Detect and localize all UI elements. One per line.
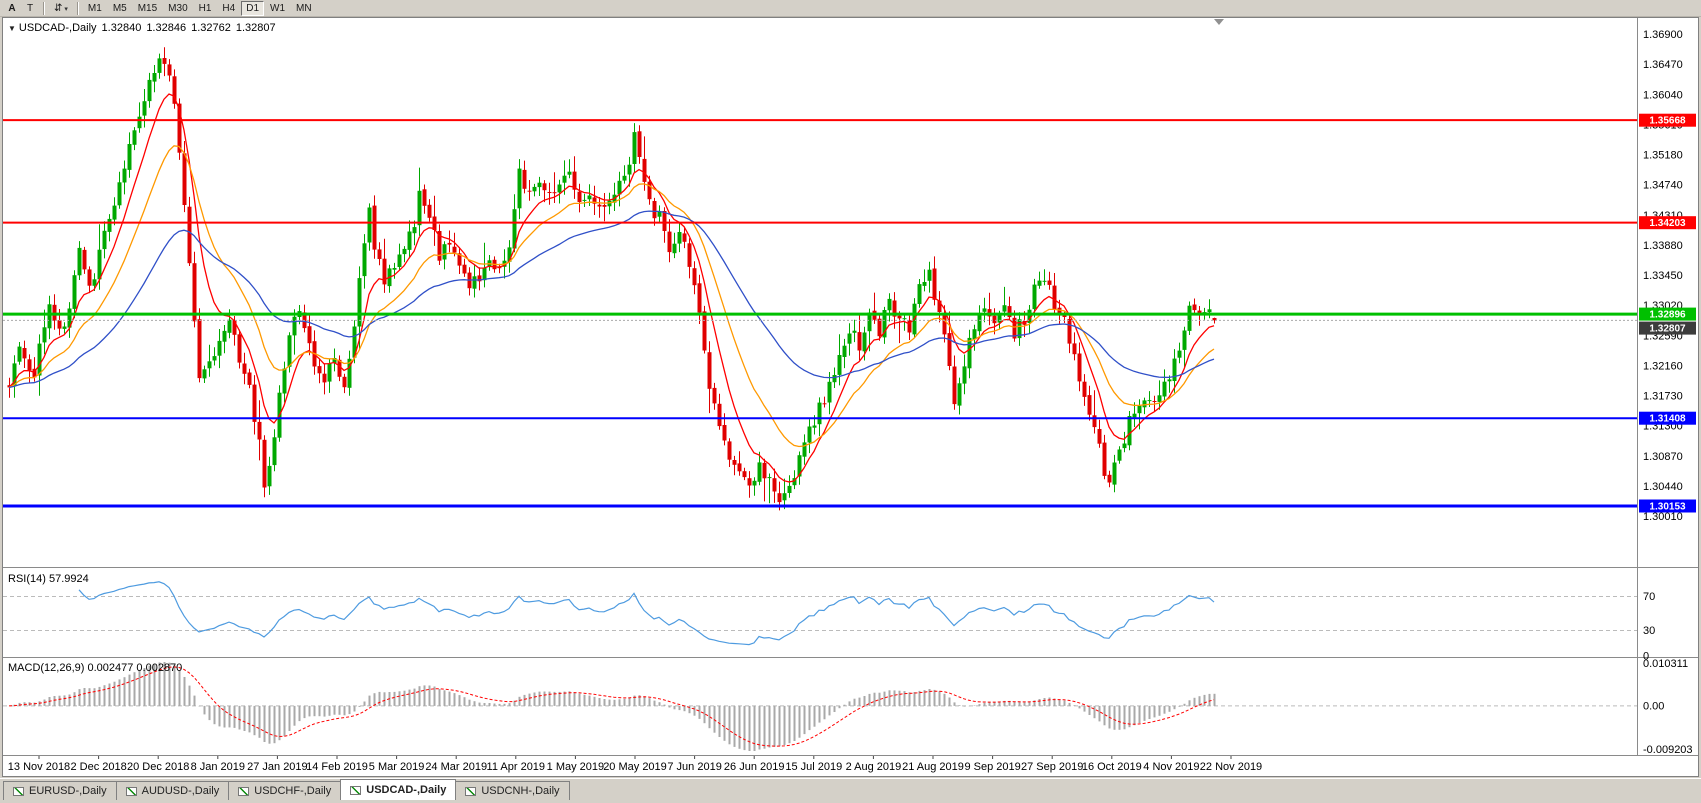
price-tick-label: 1.30870: [1643, 451, 1683, 463]
price-tick-label: 1.32160: [1643, 360, 1683, 372]
price-tick-label: 1.30440: [1643, 481, 1683, 493]
date-tick-label: 24 Mar 2019: [425, 761, 487, 773]
date-tick-label: 20 May 2019: [603, 761, 667, 773]
moving-average-line: [8, 145, 1215, 448]
tab-label: USDCAD-,Daily: [366, 784, 447, 796]
price-tick-label: 1.33450: [1643, 270, 1683, 282]
arrows-tool-button[interactable]: ⇵ ▾: [49, 1, 73, 16]
macd-level-label: 0.010311: [1643, 658, 1688, 670]
price-level-box-label: 1.35668: [1649, 116, 1686, 127]
chart-tab-usdcnh-daily[interactable]: USDCNH-,Daily: [455, 781, 570, 800]
date-axis[interactable]: 13 Nov 2018 2 Dec 2018 20 Dec 2018 8 Jan 20…: [8, 756, 1262, 773]
price-tick-label: 1.36040: [1643, 89, 1683, 101]
caret-down-icon: ▾: [64, 5, 68, 13]
macd-level-label: 0.00: [1643, 700, 1664, 712]
chart-tab-eurusd-daily[interactable]: EURUSD-,Daily: [3, 781, 117, 800]
font-a-button[interactable]: A: [8, 2, 16, 14]
tab-label: EURUSD-,Daily: [29, 785, 107, 797]
price-level-box: [1639, 499, 1696, 513]
timeframe-button-m1[interactable]: M1: [87, 2, 102, 14]
price-tick-label: 1.33880: [1643, 240, 1683, 252]
price-level-box-label: 1.34203: [1649, 218, 1686, 229]
tab-label: AUDUSD-,Daily: [141, 785, 220, 797]
bid-price-box: [1639, 321, 1696, 335]
chart-tabs: EURUSD-,Daily AUDUSD-,Daily USDCHF-,Daily U…: [0, 778, 1701, 800]
candlestick-series: [7, 47, 1217, 511]
date-tick-label: 7 Jun 2019: [667, 761, 721, 773]
date-tick-label: 8 Jan 2019: [191, 761, 245, 773]
price-level-box-label: 1.30153: [1649, 502, 1686, 513]
price-tick-label: 1.36470: [1643, 59, 1683, 71]
timeframe-button-m5[interactable]: M5: [112, 2, 127, 14]
tab-label: USDCHF-,Daily: [254, 785, 332, 797]
date-tick-label: 2 Dec 2018: [70, 761, 126, 773]
chart-tab-usdcad-daily[interactable]: USDCAD-,Daily: [340, 779, 457, 800]
date-tick-label: 16 Oct 2019: [1082, 761, 1142, 773]
chart-canvas[interactable]: 1.369001.364701.360401.356101.351801.347…: [3, 18, 1698, 776]
text-tool-button[interactable]: T: [26, 2, 34, 14]
macd-histogram: [13, 662, 1216, 751]
toolbar-separator: [43, 1, 45, 15]
mini-chart-icon: [13, 786, 24, 796]
chart-tab-usdchf-daily[interactable]: USDCHF-,Daily: [228, 781, 342, 800]
price-level-box-label: 1.31408: [1649, 414, 1686, 425]
rsi-line: [78, 581, 1215, 646]
date-tick-label: 22 Nov 2019: [1200, 761, 1262, 773]
price-axis[interactable]: 1.369001.364701.360401.356101.351801.347…: [1643, 29, 1683, 523]
date-tick-label: 5 Mar 2019: [369, 761, 425, 773]
moving-average-line: [8, 210, 1215, 389]
date-tick-label: 26 Jun 2019: [724, 761, 785, 773]
rsi-level-label: 30: [1643, 625, 1655, 637]
price-tick-label: 1.36900: [1643, 29, 1683, 41]
rsi-level-label: 0: [1643, 651, 1649, 663]
mini-chart-icon: [125, 786, 137, 796]
date-tick-label: 9 Sep 2019: [964, 761, 1020, 773]
bid-price-box-label: 1.32807: [1649, 324, 1686, 335]
price-tick-label: 1.34740: [1643, 180, 1683, 192]
macd-level-label: -0.009203: [1643, 744, 1693, 756]
macd-signal-line: [8, 666, 1215, 747]
toolbar: A T ⇵ ▾ M1 M5 M15 M30 H1 H4 D1 W1 MN: [0, 0, 1701, 17]
chart-shift-marker[interactable]: [1214, 19, 1224, 25]
toolbar-separator: [76, 1, 79, 15]
date-tick-label: 2 Aug 2019: [846, 761, 902, 773]
price-tick-label: 1.35180: [1643, 150, 1683, 162]
date-tick-label: 1 May 2019: [547, 761, 604, 773]
timeframe-button-w1[interactable]: W1: [270, 2, 286, 14]
arrows-icon: ⇵: [54, 2, 63, 14]
moving-average-line: [8, 93, 1215, 483]
date-tick-label: 21 Aug 2019: [902, 761, 964, 773]
timeframe-button-h1[interactable]: H1: [198, 2, 212, 14]
timeframe-button-d1[interactable]: D1: [241, 0, 265, 16]
chart-window: 1.369001.364701.360401.356101.351801.347…: [2, 17, 1699, 777]
timeframe-button-mn[interactable]: MN: [296, 2, 312, 14]
date-tick-label: 11 Apr 2019: [487, 761, 546, 773]
timeframe-button-h4[interactable]: H4: [222, 2, 236, 14]
chart-tab-audusd-daily[interactable]: AUDUSD-,Daily: [115, 781, 230, 800]
price-level-box: [1639, 216, 1696, 230]
tab-label: USDCNH-,Daily: [481, 785, 560, 797]
price-tick-label: 1.31730: [1643, 391, 1683, 403]
date-tick-label: 20 Dec 2018: [127, 761, 189, 773]
date-tick-label: 27 Sep 2019: [1021, 761, 1083, 773]
timeframe-group: M1 M5 M15 M30 H1 H4 D1 W1 MN: [83, 0, 317, 16]
price-level-box-label: 1.32896: [1649, 310, 1686, 321]
rsi-level-label: 70: [1643, 591, 1655, 603]
date-tick-label: 13 Nov 2018: [8, 761, 70, 773]
price-level-box: [1639, 113, 1696, 127]
price-tick-label: 1.30010: [1643, 511, 1683, 523]
date-tick-label: 15 Jul 2019: [785, 761, 842, 773]
price-level-box: [1639, 307, 1696, 321]
price-level-box: [1639, 411, 1696, 425]
timeframe-button-m15[interactable]: M15: [137, 2, 158, 14]
mini-chart-icon: [465, 786, 477, 796]
date-tick-label: 14 Feb 2019: [306, 761, 368, 773]
timeframe-button-m30[interactable]: M30: [168, 2, 188, 14]
mini-chart-icon: [350, 785, 362, 795]
mini-chart-icon: [238, 786, 250, 796]
date-tick-label: 4 Nov 2019: [1143, 761, 1199, 773]
date-tick-label: 27 Jan 2019: [247, 761, 308, 773]
